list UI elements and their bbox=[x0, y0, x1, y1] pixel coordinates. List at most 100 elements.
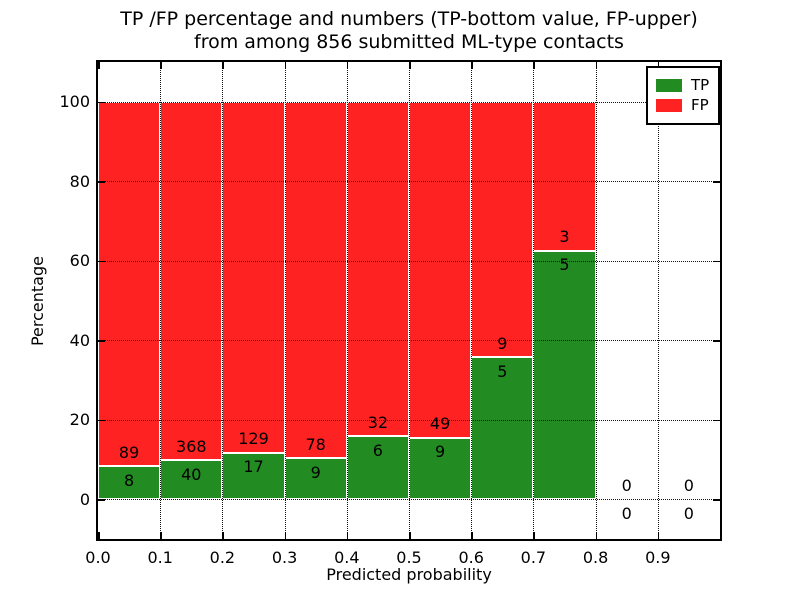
tp-count-label-bin-0.3-0.4: 9 bbox=[310, 462, 321, 482]
bar-tp-bin-0.2-0.3 bbox=[222, 452, 285, 500]
x-tick-label-0.2: 0.2 bbox=[209, 548, 236, 567]
legend-swatch-FP bbox=[656, 99, 682, 112]
tp-count-label-bin-0.7-0.8: 5 bbox=[559, 255, 570, 275]
bar-tp-bin-0.1-0.2 bbox=[160, 460, 223, 500]
legend: TP FP bbox=[646, 66, 721, 125]
x-tick-label-0.5: 0.5 bbox=[396, 548, 422, 567]
x-tick-label-0.0: 0.0 bbox=[85, 548, 111, 567]
x-tick-bottom-0.1 bbox=[160, 532, 162, 539]
fp-count-label-bin-0.1-0.2: 368 bbox=[176, 436, 207, 456]
x-tick-top-0.8 bbox=[595, 62, 598, 69]
gridline-x-0.1 bbox=[160, 62, 162, 539]
y-tick-label-80: 80 bbox=[69, 171, 90, 191]
bar-fp-bin-0.5-0.6 bbox=[409, 101, 472, 438]
bar-fp-bin-0.6-0.7 bbox=[471, 101, 534, 358]
y-tick-left-60 bbox=[98, 260, 105, 263]
x-axis-label: Predicted probability bbox=[326, 565, 492, 584]
fp-count-label-bin-0.9-1.0: 0 bbox=[683, 475, 694, 495]
tp-count-label-bin-0.6-0.7: 5 bbox=[497, 361, 508, 381]
x-tick-top-0.0 bbox=[98, 62, 100, 69]
chart-title-line-1: TP /FP percentage and numbers (TP-bottom… bbox=[120, 8, 698, 30]
legend-label-TP: TP bbox=[691, 76, 710, 94]
x-tick-label-0.4: 0.4 bbox=[334, 548, 360, 567]
y-tick-right-0 bbox=[713, 499, 720, 501]
fp-count-label-bin-0.0-0.1: 89 bbox=[118, 442, 140, 462]
y-tick-right-40 bbox=[713, 340, 720, 342]
fp-count-label-bin-0.5-0.6: 49 bbox=[429, 414, 451, 434]
y-tick-label-20: 20 bbox=[69, 410, 90, 430]
fp-count-label-bin-0.7-0.8: 3 bbox=[559, 227, 570, 247]
x-tick-top-0.1 bbox=[160, 62, 162, 69]
gridline-x-0.6 bbox=[471, 62, 473, 539]
tp-count-label-bin-0.8-0.9: 0 bbox=[621, 503, 632, 523]
x-tick-bottom-0.0 bbox=[98, 532, 100, 539]
x-tick-top-0.5 bbox=[409, 62, 411, 69]
y-tick-label-100: 100 bbox=[59, 92, 90, 112]
y-tick-right-80 bbox=[713, 181, 720, 183]
bar-tp-bin-0.0-0.1 bbox=[98, 466, 161, 500]
gridline-x-0.3 bbox=[284, 62, 286, 539]
x-tick-label-0.1: 0.1 bbox=[147, 548, 173, 567]
x-tick-top-0.6 bbox=[471, 62, 473, 69]
legend-entry-TP: TP bbox=[656, 76, 709, 95]
x-tick-label-0.6: 0.6 bbox=[458, 548, 484, 567]
x-tick-top-0.4 bbox=[346, 62, 349, 69]
gridline-x-0.4 bbox=[346, 62, 348, 539]
y-tick-right-60 bbox=[713, 260, 720, 263]
tp-count-label-bin-0.9-1.0: 0 bbox=[683, 503, 694, 523]
fp-count-label-bin-0.2-0.3: 129 bbox=[238, 429, 269, 449]
y-tick-left-20 bbox=[98, 419, 105, 422]
x-tick-label-0.7: 0.7 bbox=[520, 548, 547, 567]
x-tick-bottom-0.6 bbox=[471, 532, 473, 539]
bar-fp-bin-0.3-0.4 bbox=[284, 101, 347, 459]
x-tick-top-0.2 bbox=[222, 62, 224, 69]
gridline-x-0.2 bbox=[222, 62, 224, 539]
x-tick-top-0.7 bbox=[533, 62, 535, 69]
tp-count-label-bin-0.0-0.1: 8 bbox=[124, 470, 135, 490]
chart-title: TP /FP percentage and numbers (TP-bottom… bbox=[98, 8, 720, 54]
y-tick-left-80 bbox=[98, 181, 105, 183]
x-tick-bottom-0.4 bbox=[346, 532, 349, 539]
x-tick-label-0.9: 0.9 bbox=[645, 548, 671, 567]
chart-title-line-2: from among 856 submitted ML-type contact… bbox=[194, 31, 624, 53]
tp-count-label-bin-0.4-0.5: 6 bbox=[372, 440, 383, 460]
gridline-x-0.9 bbox=[657, 62, 659, 539]
bar-fp-bin-0.0-0.1 bbox=[98, 101, 161, 467]
x-tick-bottom-0.5 bbox=[409, 532, 411, 539]
y-tick-right-20 bbox=[713, 419, 720, 422]
bar-fp-bin-0.2-0.3 bbox=[222, 101, 285, 453]
y-tick-label-0: 0 bbox=[79, 489, 90, 509]
y-tick-left-40 bbox=[98, 340, 105, 342]
x-tick-label-0.8: 0.8 bbox=[582, 548, 609, 567]
bar-tp-bin-0.6-0.7 bbox=[471, 357, 534, 500]
x-tick-top-0.9 bbox=[657, 62, 660, 69]
gridline-x-0.7 bbox=[533, 62, 535, 539]
fp-count-label-bin-0.4-0.5: 32 bbox=[367, 412, 389, 432]
tp-count-label-bin-0.2-0.3: 17 bbox=[243, 457, 264, 477]
x-tick-label-0.3: 0.3 bbox=[271, 548, 298, 567]
tp-count-label-bin-0.5-0.6: 9 bbox=[435, 442, 446, 462]
x-tick-bottom-0.3 bbox=[284, 532, 287, 539]
y-tick-label-40: 40 bbox=[69, 330, 90, 350]
bar-tp-bin-0.7-0.8 bbox=[533, 250, 596, 500]
x-tick-top-0.3 bbox=[284, 62, 287, 69]
bar-tp-bin-0.5-0.6 bbox=[409, 437, 472, 500]
y-tick-left-0 bbox=[98, 499, 105, 501]
bar-fp-bin-0.1-0.2 bbox=[160, 101, 223, 461]
bar-fp-bin-0.4-0.5 bbox=[346, 101, 409, 437]
y-tick-label-60: 60 bbox=[69, 251, 90, 271]
x-tick-bottom-0.8 bbox=[595, 532, 598, 539]
x-tick-bottom-0.2 bbox=[222, 532, 224, 539]
x-tick-bottom-0.7 bbox=[533, 532, 535, 539]
legend-label-FP: FP bbox=[691, 96, 709, 114]
fp-count-label-bin-0.3-0.4: 78 bbox=[305, 434, 326, 454]
legend-entry-FP: FP bbox=[656, 96, 709, 115]
gridline-x-0.5 bbox=[409, 62, 410, 539]
tp-count-label-bin-0.1-0.2: 40 bbox=[181, 464, 202, 484]
fp-count-label-bin-0.6-0.7: 9 bbox=[497, 333, 508, 353]
y-tick-left-100 bbox=[98, 101, 105, 104]
fp-count-label-bin-0.8-0.9: 0 bbox=[621, 475, 632, 495]
x-tick-bottom-0.9 bbox=[657, 532, 660, 539]
